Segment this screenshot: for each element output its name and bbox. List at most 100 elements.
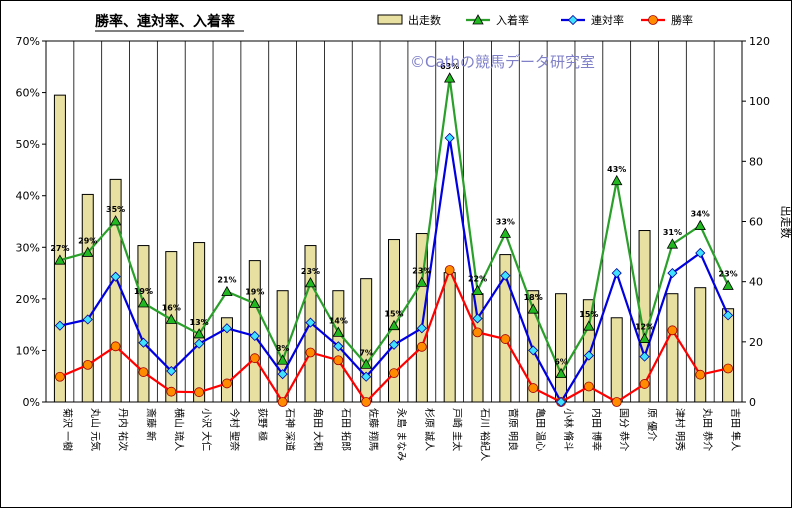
left-tick-label: 60% xyxy=(16,87,40,100)
bar xyxy=(138,246,149,402)
category-axis: 菊沢 一樹 丸山 元気 丹内 祐次 斎藤 新横山 琉人 小沢 大仁 今村 聖奈 荻野 極石神… xyxy=(61,408,742,461)
legend: 出走数 入着率 連対率 勝率 xyxy=(378,13,693,27)
category-label: 杉原 誠人 xyxy=(423,408,436,451)
data-label: 8% xyxy=(276,344,290,353)
data-label: 27% xyxy=(50,244,69,253)
legend-label: 連対率 xyxy=(591,13,624,27)
data-label: 29% xyxy=(78,236,97,245)
point-circle xyxy=(473,328,482,337)
watermark: ©Cathの競馬データ研究室 xyxy=(410,53,595,71)
category-label: 吉田 隼人 xyxy=(729,408,742,451)
data-label: 35% xyxy=(106,205,125,214)
left-tick-label: 20% xyxy=(16,293,40,306)
data-label: 7% xyxy=(359,348,373,357)
data-label: 18% xyxy=(524,293,543,302)
left-tick-label: 70% xyxy=(16,35,40,48)
data-label: 21% xyxy=(217,276,236,285)
point-circle xyxy=(724,364,733,373)
legend-marker xyxy=(649,16,658,25)
right-tick-label: 80 xyxy=(749,155,763,168)
point-circle xyxy=(696,370,705,379)
data-label: 19% xyxy=(134,287,153,296)
point-circle xyxy=(529,384,538,393)
category-label: 石神 深道 xyxy=(284,408,297,451)
category-label: 亀田 温心 xyxy=(534,408,547,451)
category-label: 丸田 恭介 xyxy=(701,408,714,451)
left-tick-label: 50% xyxy=(16,138,40,151)
right-tick-label: 40 xyxy=(749,276,763,289)
bar xyxy=(695,288,706,402)
category-label: 菅原 明良 xyxy=(506,408,519,451)
category-label: 石田 拓郎 xyxy=(339,408,352,451)
right-axis-label: 出走数 xyxy=(779,206,793,239)
right-tick-label: 60 xyxy=(749,216,763,229)
bar xyxy=(361,279,372,402)
point-circle xyxy=(640,379,649,388)
legend-label: 出走数 xyxy=(408,13,441,27)
data-label: 33% xyxy=(496,217,515,226)
bar xyxy=(472,294,483,402)
data-label: 23% xyxy=(301,267,320,276)
data-label: 14% xyxy=(329,316,348,325)
bar xyxy=(556,294,567,402)
point-circle xyxy=(390,369,399,378)
legend-label: 入着率 xyxy=(496,13,529,27)
left-tick-label: 40% xyxy=(16,190,40,203)
data-label: 23% xyxy=(719,269,738,278)
point-circle xyxy=(501,335,510,344)
right-tick-label: 120 xyxy=(749,35,770,48)
point-circle xyxy=(334,356,343,365)
category-label: 内田 博幸 xyxy=(590,408,603,451)
data-label: 43% xyxy=(607,165,626,174)
point-circle xyxy=(584,382,593,391)
point-circle xyxy=(222,379,231,388)
point-circle xyxy=(83,360,92,369)
legend-label: 勝率 xyxy=(671,13,693,27)
legend-marker xyxy=(569,16,578,25)
category-label: 斎藤 新 xyxy=(144,408,157,441)
data-label: 22% xyxy=(468,275,487,284)
point-circle xyxy=(195,388,204,397)
point-circle xyxy=(139,368,148,377)
point-circle xyxy=(278,398,287,407)
category-label: 永島 まなみ xyxy=(395,408,408,461)
data-label: 16% xyxy=(162,303,181,312)
category-label: 石川 裕紀人 xyxy=(479,408,492,461)
point-circle xyxy=(167,387,176,396)
chart-title: 勝率、連対率、入着率 xyxy=(95,13,235,30)
data-label: 34% xyxy=(691,210,710,219)
right-axis: 0 20 40 60 80 100 120 xyxy=(742,35,770,409)
point-circle xyxy=(417,342,426,351)
right-tick-label: 100 xyxy=(749,95,770,108)
data-label: 15% xyxy=(384,310,403,319)
left-tick-label: 10% xyxy=(16,344,40,357)
bar xyxy=(166,252,177,402)
category-label: 国分 恭介 xyxy=(618,408,630,451)
point-circle xyxy=(612,398,621,407)
point-circle xyxy=(306,348,315,357)
bar xyxy=(82,194,93,402)
data-label: 6% xyxy=(554,358,568,367)
data-label: 23% xyxy=(412,266,431,275)
point-circle xyxy=(668,326,677,335)
category-label: 丹内 祐次 xyxy=(117,408,130,451)
category-label: 今村 聖奈 xyxy=(228,408,241,451)
category-label: 菊沢 一樹 xyxy=(61,408,74,451)
point-circle xyxy=(250,354,259,363)
category-label: 角田 大和 xyxy=(311,408,324,451)
bar xyxy=(667,294,678,402)
right-tick-label: 20 xyxy=(749,336,763,349)
bar xyxy=(444,273,455,402)
category-label: 津村 明秀 xyxy=(673,408,686,451)
category-label: 荻野 極 xyxy=(256,408,269,441)
category-label: 横山 琉人 xyxy=(172,408,185,451)
point-circle xyxy=(111,342,120,351)
bar xyxy=(723,309,734,402)
left-axis: 0% 10% 20% 30% 40% 50% 60% 70% xyxy=(16,35,46,409)
category-label: 戸崎 圭太 xyxy=(451,408,464,451)
data-label: 31% xyxy=(663,228,682,237)
point-circle xyxy=(445,265,454,274)
category-label: 丸山 元気 xyxy=(89,408,102,451)
right-tick-label: 0 xyxy=(749,396,756,409)
